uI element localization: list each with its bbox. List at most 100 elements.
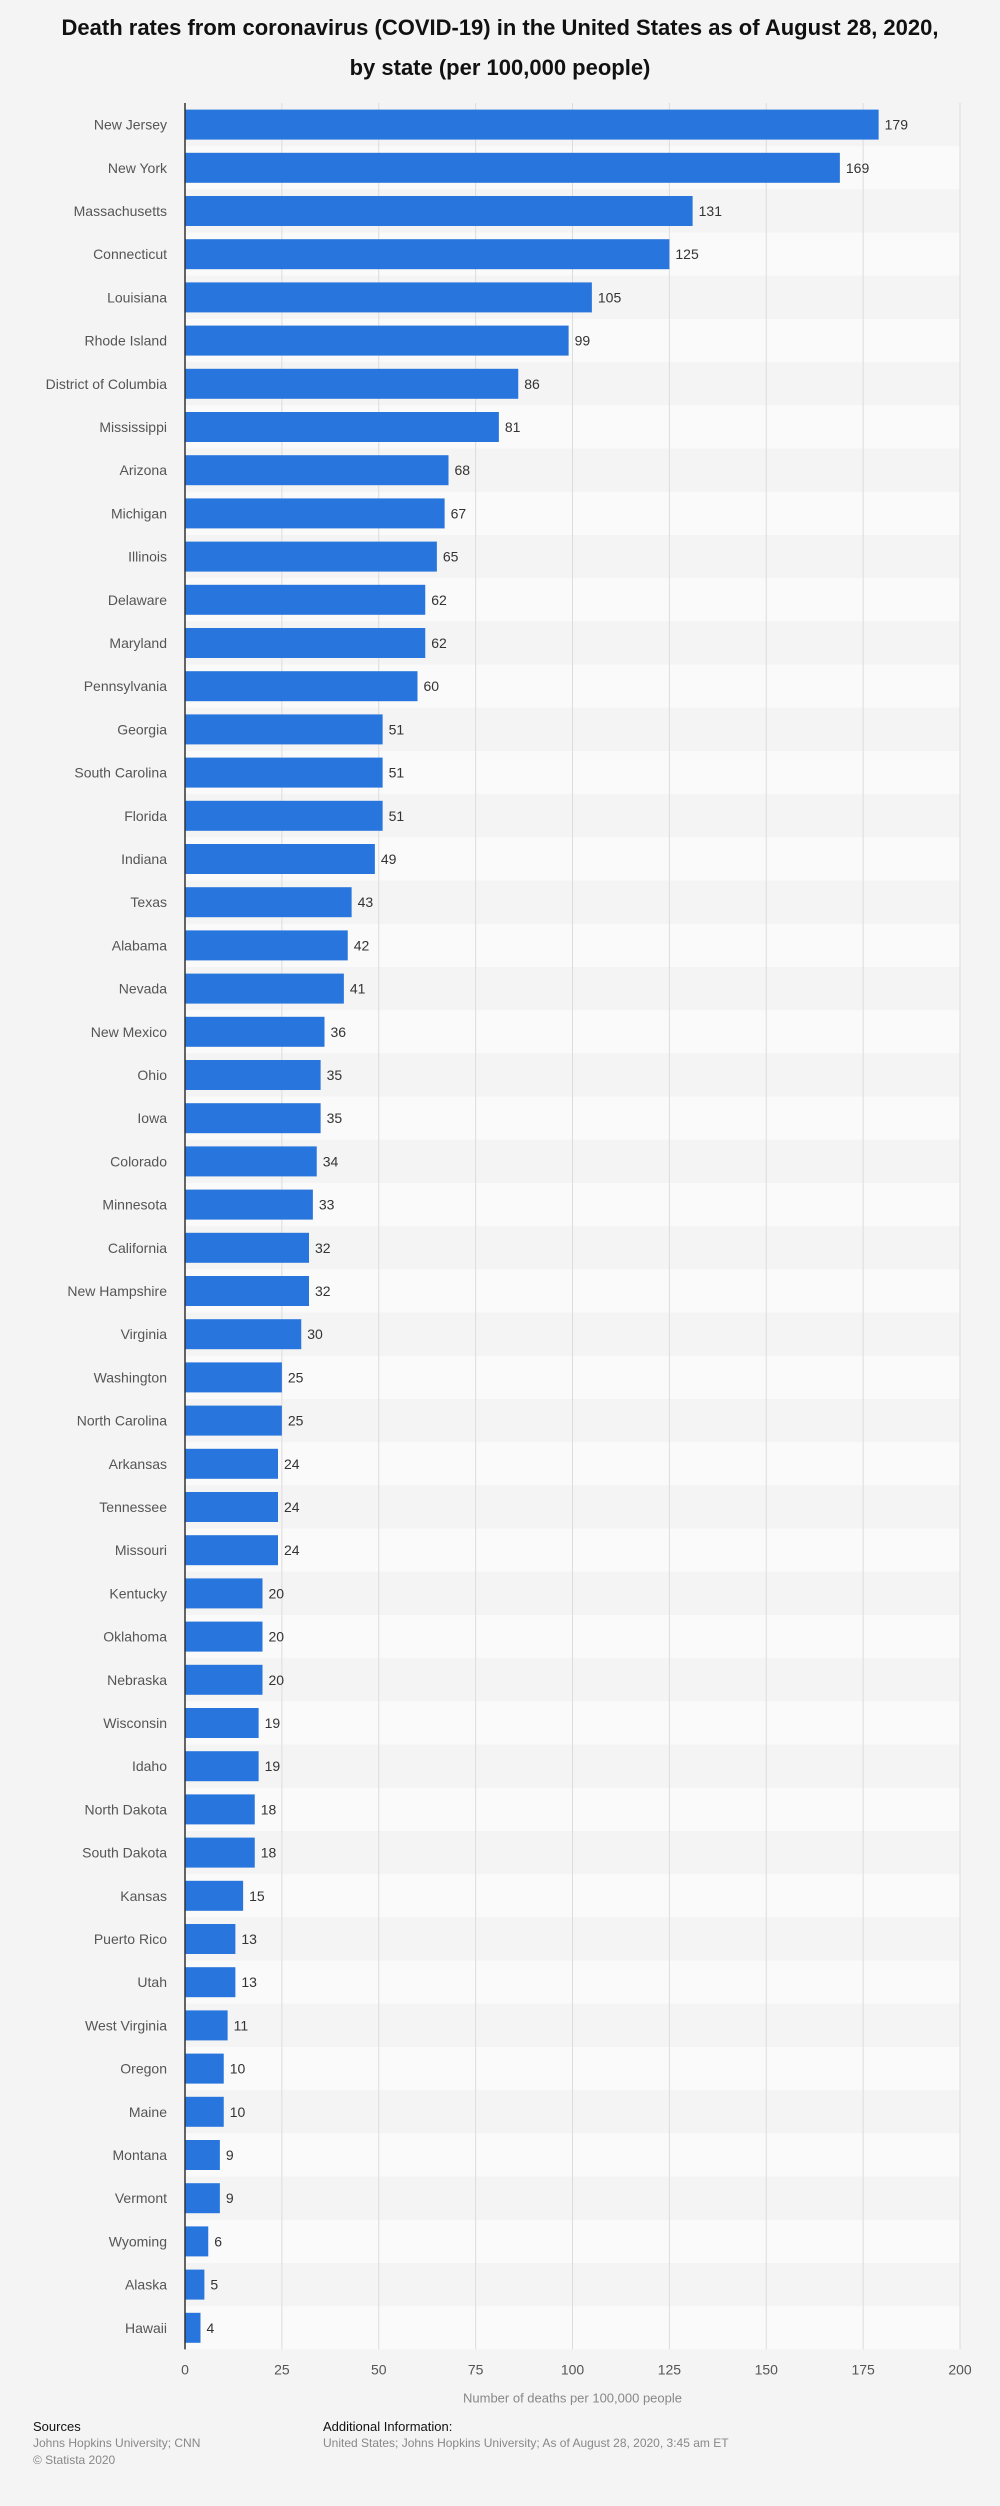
bar-value-label: 41	[350, 981, 366, 997]
category-label: New York	[108, 160, 168, 176]
bar	[185, 1535, 278, 1566]
category-label: Kansas	[120, 1888, 167, 1904]
category-label: Nevada	[119, 981, 167, 997]
category-label: Colorado	[110, 1153, 167, 1169]
category-label: Alaska	[125, 2277, 167, 2293]
bar-value-label: 35	[327, 1067, 343, 1083]
bar	[185, 2096, 224, 2127]
additional-info-heading: Additional Information:	[323, 2419, 453, 2434]
bar	[185, 1103, 321, 1134]
category-label: Iowa	[137, 1110, 167, 1126]
bar	[185, 282, 592, 313]
x-tick-label: 25	[274, 2361, 290, 2377]
bar-value-label: 34	[323, 1153, 339, 1169]
bar-value-label: 68	[455, 462, 471, 478]
bar	[185, 973, 344, 1004]
category-label: California	[108, 1240, 167, 1256]
bar-value-label: 86	[524, 376, 540, 392]
bar-value-label: 62	[431, 592, 447, 608]
bar	[185, 1880, 244, 1911]
bar	[185, 1492, 278, 1522]
x-tick-label: 200	[948, 2361, 972, 2377]
category-label: Massachusetts	[74, 203, 167, 219]
bar	[185, 1621, 263, 1652]
bar-value-label: 19	[265, 1715, 281, 1731]
bar	[185, 1708, 259, 1738]
bar	[185, 1448, 278, 1479]
bar-value-label: 25	[288, 1369, 304, 1385]
bar-value-label: 36	[331, 1024, 347, 1040]
bar	[185, 412, 499, 442]
category-label: Rhode Island	[84, 333, 167, 349]
bar-value-label: 18	[261, 1845, 277, 1861]
bar-value-label: 32	[315, 1240, 331, 1256]
category-label: Virginia	[121, 1326, 168, 1342]
bar-value-label: 49	[381, 851, 397, 867]
category-label: West Virginia	[85, 2017, 167, 2033]
category-label: Louisiana	[107, 289, 167, 305]
category-label: Arizona	[120, 462, 168, 478]
category-label: Wyoming	[109, 2233, 167, 2249]
bar-value-label: 11	[234, 2017, 249, 2033]
x-tick-label: 0	[181, 2361, 189, 2377]
bar	[185, 2312, 201, 2343]
category-label: North Dakota	[85, 1801, 168, 1817]
bar-value-label: 20	[269, 1672, 285, 1688]
bar-value-label: 9	[226, 2147, 234, 2163]
category-label: Idaho	[132, 1758, 167, 1774]
bar	[185, 1837, 255, 1868]
bar-value-label: 24	[284, 1456, 300, 1472]
bar-value-label: 131	[699, 203, 723, 219]
bar-value-label: 125	[675, 246, 699, 262]
bar-value-label: 25	[288, 1413, 304, 1429]
category-label: Wisconsin	[103, 1715, 167, 1731]
bar	[185, 887, 352, 918]
bar	[185, 2140, 220, 2170]
bar	[185, 2269, 205, 2300]
bar-value-label: 42	[354, 937, 370, 953]
bar	[185, 1794, 255, 1825]
bar	[185, 196, 693, 226]
category-label: Montana	[113, 2147, 168, 2163]
bar-value-label: 20	[269, 1585, 285, 1601]
category-label: Indiana	[121, 851, 167, 867]
bar-value-label: 15	[249, 1888, 265, 1904]
category-label: Mississippi	[99, 419, 167, 435]
category-label: Delaware	[108, 592, 167, 608]
bar-value-label: 67	[451, 505, 467, 521]
category-label: Oklahoma	[103, 1629, 167, 1645]
category-label: South Carolina	[74, 765, 167, 781]
category-label: Arkansas	[109, 1456, 167, 1472]
category-label: District of Columbia	[46, 376, 168, 392]
bar-value-label: 5	[210, 2277, 218, 2293]
bar	[185, 628, 426, 658]
category-label: Florida	[124, 808, 167, 824]
bar-value-label: 32	[315, 1283, 331, 1299]
bar	[185, 1319, 302, 1350]
sources-text: Johns Hopkins University; CNN	[33, 2436, 201, 2450]
chart-title-line-1: Death rates from coronavirus (COVID-19) …	[61, 15, 939, 40]
bar-value-label: 81	[505, 419, 521, 435]
bar	[185, 800, 383, 831]
bar	[185, 671, 418, 702]
category-label: Oregon	[120, 2061, 167, 2077]
bar	[185, 2053, 224, 2084]
bar	[185, 714, 383, 745]
bar	[185, 1967, 236, 1998]
bar	[185, 2010, 228, 2041]
bar-value-label: 51	[389, 808, 405, 824]
bar-value-label: 10	[230, 2061, 246, 2077]
bar-value-label: 24	[284, 1499, 300, 1515]
category-label: Maryland	[109, 635, 167, 651]
category-label: Ohio	[137, 1067, 167, 1083]
bar	[185, 1578, 263, 1609]
bar-value-label: 19	[265, 1758, 281, 1774]
bar	[185, 1016, 325, 1047]
category-label: Alabama	[112, 937, 167, 953]
bar	[185, 541, 437, 572]
bar-value-label: 51	[389, 721, 405, 737]
category-label: Texas	[130, 894, 167, 910]
category-label: Puerto Rico	[94, 1931, 167, 1947]
bar-value-label: 60	[424, 678, 440, 694]
bar-value-label: 9	[226, 2190, 234, 2206]
